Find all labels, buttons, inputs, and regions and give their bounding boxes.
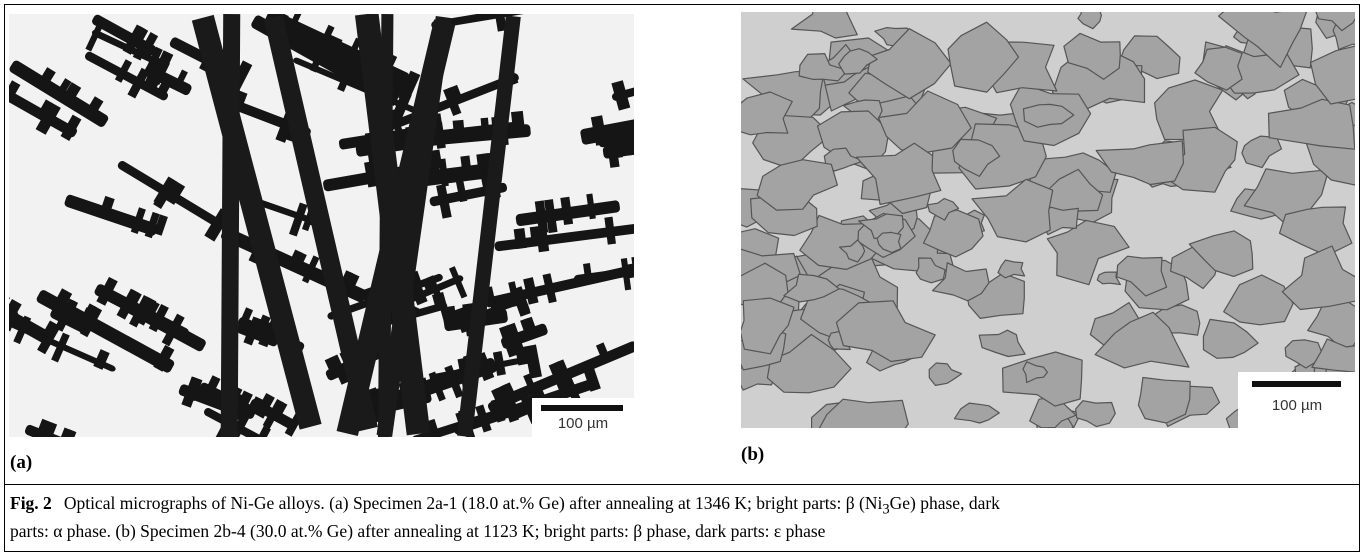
caption-text: Optical micrographs of Ni-Ge alloys. (a)… [64, 493, 883, 513]
scale-bar [1252, 381, 1341, 387]
caption-text: parts: α phase. (b) Specimen 2b-4 (30.0 … [10, 521, 825, 541]
scale-bar [541, 405, 623, 411]
caption: Fig. 2 Optical micrographs of Ni-Ge alloy… [10, 493, 1355, 542]
scale-bar-label: 100 µm [1272, 397, 1322, 414]
figure-label: Fig. 2 [10, 493, 52, 513]
grain [1138, 378, 1190, 424]
caption-rule [4, 484, 1360, 485]
micrograph-b: 100 µm [741, 12, 1355, 428]
dendrite-trunk [221, 14, 241, 437]
caption-subscript: 3 [882, 502, 889, 518]
panel-label: (a) [10, 452, 32, 474]
scale-bar-label: 100 µm [558, 415, 608, 432]
dendrite-branch [511, 111, 524, 127]
grain [741, 92, 792, 135]
page: 100 µm 100 µm (a) (b) Fig. 2 Optical micr… [0, 0, 1367, 558]
micrograph-a: 100 µm [9, 14, 634, 437]
panel-label: (b) [741, 444, 764, 466]
caption-text: Ge) phase, dark [890, 493, 1000, 513]
